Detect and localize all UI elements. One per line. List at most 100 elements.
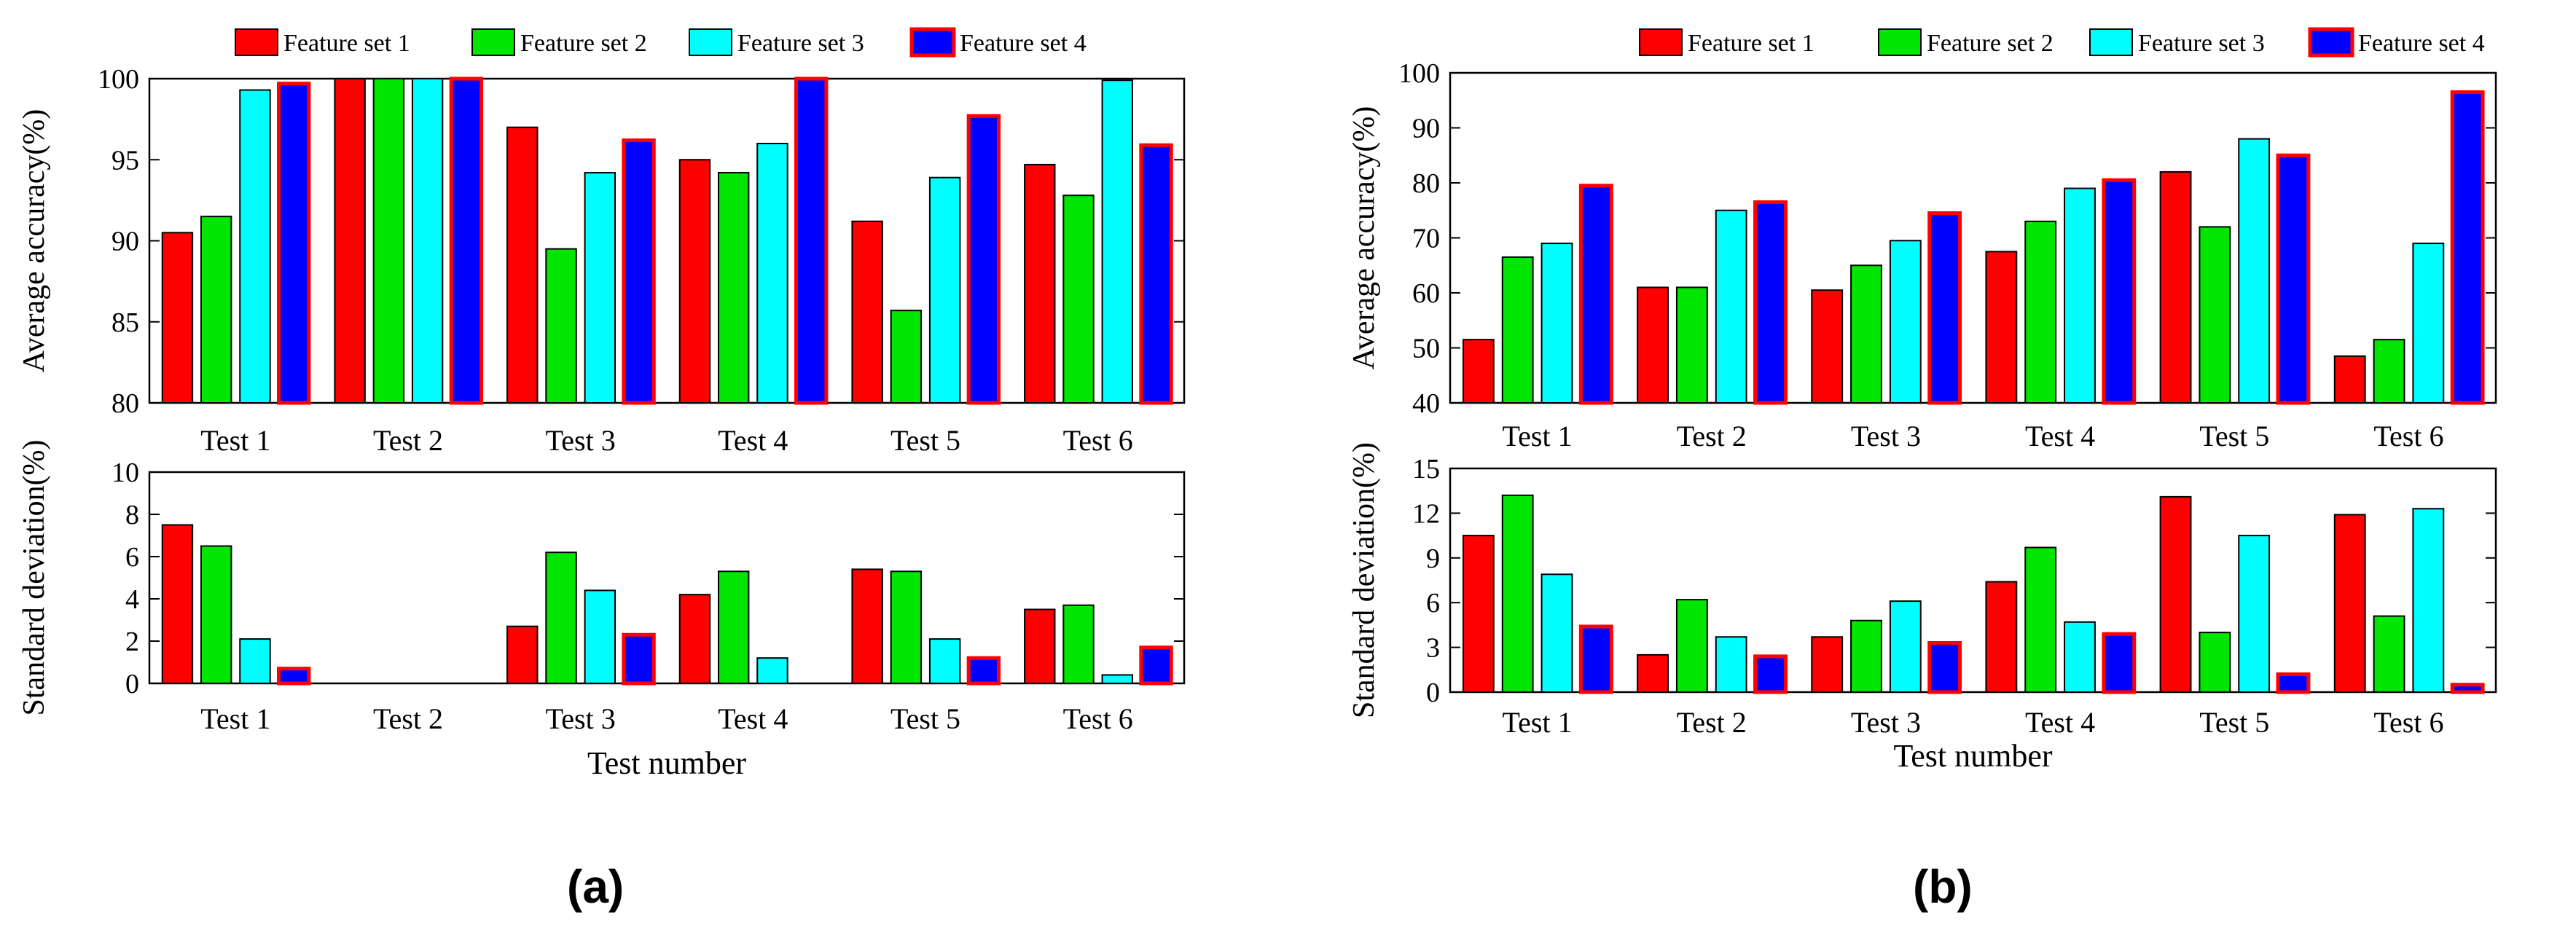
chart3-bar-2-5 <box>2199 226 2231 404</box>
legend-swatch-a-2 <box>471 28 515 56</box>
chart2-ylabel: Standard deviation(%) <box>17 439 51 715</box>
chart2-bar-1-4 <box>678 594 711 685</box>
chart4-bar-3-4 <box>2064 621 2096 693</box>
chart2-bar-2-5 <box>890 570 923 684</box>
chart3-ylabel: Average accuracy(%) <box>1347 106 1381 370</box>
chart2-bar-4-1 <box>277 667 311 686</box>
chart3-bar-3-5 <box>2238 138 2271 404</box>
legend-label-b-2: Feature set 2 <box>1927 30 2054 57</box>
chart4-bar-1-4 <box>1985 581 2018 694</box>
chart3-ytick-label-6: 100 <box>1398 58 1440 89</box>
legend-label-b-3: Feature set 3 <box>2138 30 2265 57</box>
chart2-bar-4-5 <box>966 656 1001 686</box>
chart1-xtick-label-5: Test 5 <box>890 424 960 457</box>
legend-label-a-4: Feature set 4 <box>960 30 1087 57</box>
chart1-bar-3-5 <box>928 176 961 404</box>
chart1-bar-4-4 <box>794 76 829 405</box>
chart3-bar-1-6 <box>2333 355 2366 404</box>
chart1-xtick-label-2: Test 2 <box>373 424 443 457</box>
chart1-xtick-label-6: Test 6 <box>1063 424 1133 457</box>
chart1-bar-4-1 <box>277 82 311 405</box>
chart3-bar-1-1 <box>1462 339 1495 404</box>
chart4-bar-2-6 <box>2373 615 2405 693</box>
chart1-bar-4-6 <box>1139 143 1173 405</box>
chart3-bar-2-3 <box>1850 264 1882 404</box>
chart4-plot-frame <box>1449 467 2497 694</box>
chart4-bar-1-5 <box>2159 495 2192 693</box>
chart1-bar-1-3 <box>506 126 539 404</box>
chart3-bar-4-4 <box>2102 178 2137 405</box>
chart3-ytick-label-3: 70 <box>1412 224 1440 254</box>
chart1-bar-2-1 <box>200 216 232 404</box>
chart3-bar-4-6 <box>2450 90 2485 405</box>
chart1-ytick-label-1: 85 <box>111 307 139 338</box>
chart4-bar-2-1 <box>1501 494 1534 694</box>
chart1-bar-1-4 <box>678 159 711 404</box>
chart4-xtick-label-1: Test 1 <box>1503 706 1573 739</box>
chart1-ytick-label-0: 80 <box>111 388 139 419</box>
chart1-bar-1-2 <box>334 78 366 404</box>
chart4-xtick-label-6: Test 6 <box>2373 706 2443 739</box>
chart3-bar-1-3 <box>1811 289 1844 404</box>
chart3-bar-4-5 <box>2276 153 2311 405</box>
chart2-bar-1-3 <box>506 625 539 685</box>
chart3-ytick-label-1: 50 <box>1412 334 1440 364</box>
chart3-xtick-label-2: Test 2 <box>1677 420 1747 452</box>
chart3-bar-2-6 <box>2373 339 2405 404</box>
chart2-bar-4-3 <box>622 632 656 686</box>
chart1-bar-3-4 <box>756 143 788 404</box>
chart3-bar-4-2 <box>1753 200 1788 405</box>
chart4-bar-1-3 <box>1811 636 1844 693</box>
chart4-bar-1-1 <box>1462 535 1495 693</box>
chart3-bar-3-3 <box>1889 240 1922 404</box>
chart4-ylabel: Standard deviation(%) <box>1347 442 1381 718</box>
legend-label-a-1: Feature set 1 <box>283 30 410 57</box>
chart4-bar-4-1 <box>1578 624 1613 694</box>
chart2-bar-4-6 <box>1139 645 1173 686</box>
chart3-bar-3-1 <box>1540 243 1573 404</box>
chart1-bar-2-5 <box>890 310 923 404</box>
chart3-bar-2-2 <box>1675 286 1708 404</box>
chart4-bar-1-2 <box>1637 653 1669 693</box>
chart3-ytick-label-2: 60 <box>1412 278 1440 309</box>
chart1-xtick-label-3: Test 3 <box>546 424 616 457</box>
chart4-bar-2-4 <box>2024 546 2057 693</box>
chart2-ytick-label-5: 10 <box>111 458 139 488</box>
chart1-ytick-label-2: 90 <box>111 227 139 257</box>
chart2-bar-1-6 <box>1024 608 1056 684</box>
panel-label-a: (a) <box>567 860 625 913</box>
chart2-bar-2-3 <box>545 552 577 685</box>
chart2-bar-2-6 <box>1062 604 1095 685</box>
legend-swatch-b-3 <box>2089 28 2133 56</box>
chart4-ytick-label-2: 6 <box>1426 588 1440 619</box>
chart3-bar-4-1 <box>1578 184 1613 405</box>
chart2-bar-3-5 <box>928 638 961 684</box>
chart2-bar-3-6 <box>1101 674 1134 685</box>
chart1-bar-4-3 <box>622 138 656 405</box>
chart1-bar-3-6 <box>1101 79 1134 404</box>
chart3-ytick-label-4: 80 <box>1412 168 1440 199</box>
chart4-ytick-label-4: 12 <box>1412 498 1440 529</box>
chart3-ytick-label-0: 40 <box>1412 388 1440 419</box>
panel-label-b: (b) <box>1913 860 1973 913</box>
chart3-xtick-label-5: Test 5 <box>2199 420 2269 452</box>
chart2-ytick-label-1: 2 <box>125 627 139 657</box>
chart2-xtick-label-2: Test 2 <box>373 702 443 735</box>
chart3-bar-3-6 <box>2412 243 2445 404</box>
chart2-bar-1-1 <box>161 524 194 684</box>
chart1-bar-2-4 <box>718 172 750 404</box>
chart3-bar-1-2 <box>1637 286 1669 404</box>
chart4-xtick-label-2: Test 2 <box>1677 706 1747 739</box>
chart3-bar-1-4 <box>1985 251 2018 404</box>
chart2-xtick-label-1: Test 1 <box>200 702 270 735</box>
chart1-bar-4-5 <box>966 114 1001 405</box>
legend-label-b-1: Feature set 1 <box>1688 30 1814 57</box>
legend-label-a-2: Feature set 2 <box>520 30 647 57</box>
chart3-xtick-label-6: Test 6 <box>2373 420 2443 452</box>
chart2-ytick-label-2: 4 <box>125 584 139 615</box>
chart4-xtick-label-3: Test 3 <box>1851 706 1921 739</box>
chart3-bar-4-3 <box>1927 211 1962 405</box>
legend-swatch-a-3 <box>689 28 732 56</box>
chart2-bar-2-4 <box>718 570 750 684</box>
